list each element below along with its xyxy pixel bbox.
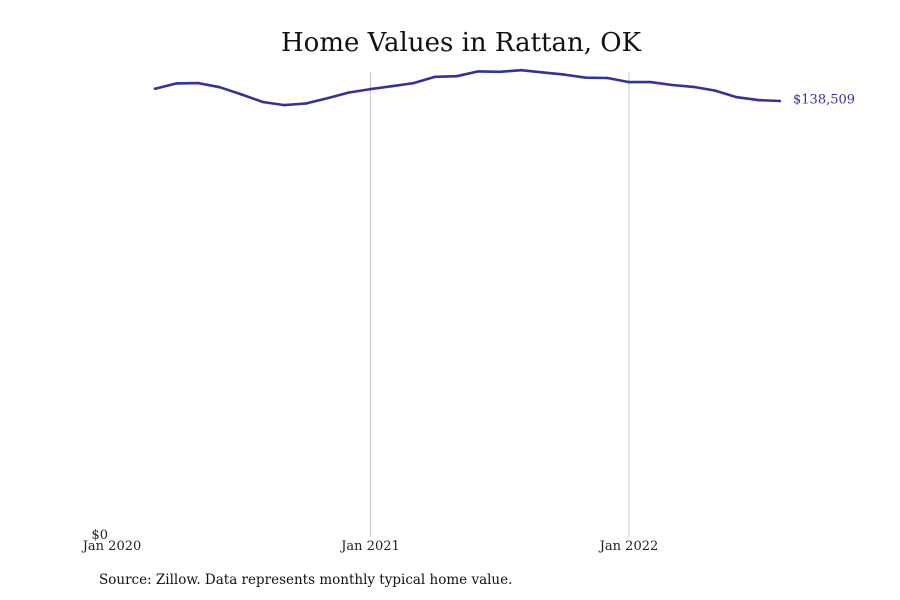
data-point bbox=[606, 76, 609, 80]
data-point bbox=[649, 80, 652, 84]
data-point bbox=[153, 87, 157, 90]
data-point bbox=[735, 95, 738, 99]
data-point bbox=[390, 84, 394, 88]
data-point bbox=[541, 71, 545, 74]
series-line bbox=[153, 68, 782, 107]
data-point bbox=[455, 74, 459, 78]
data-point bbox=[175, 82, 178, 85]
data-point bbox=[261, 100, 265, 104]
data-point bbox=[433, 75, 437, 79]
data-point bbox=[563, 73, 566, 76]
end-value-label: $138,509 bbox=[793, 93, 855, 108]
data-point bbox=[369, 87, 372, 91]
data-point bbox=[347, 91, 351, 94]
x-tick-label: Jan 2022 bbox=[598, 539, 659, 554]
series-layer: $138,509 bbox=[153, 68, 855, 108]
data-point bbox=[713, 89, 717, 92]
data-point bbox=[412, 81, 415, 85]
x-tick-label: Jan 2021 bbox=[339, 539, 400, 554]
data-point bbox=[627, 80, 631, 84]
data-point bbox=[757, 98, 760, 102]
data-point bbox=[196, 81, 200, 85]
chart-title: Home Values in Rattan, OK bbox=[281, 28, 642, 58]
data-point bbox=[326, 96, 329, 100]
y-tick-label: $0 bbox=[91, 528, 108, 543]
data-point bbox=[584, 76, 588, 79]
x-tick-label: Jan 2020 bbox=[81, 539, 142, 554]
data-point bbox=[283, 103, 286, 107]
source-note: Source: Zillow. Data represents monthly … bbox=[99, 572, 513, 588]
data-point bbox=[498, 70, 502, 74]
data-point bbox=[304, 102, 308, 105]
data-point bbox=[520, 68, 523, 72]
data-point bbox=[240, 93, 243, 96]
data-point bbox=[692, 85, 695, 89]
axis-ticks: Jan 2020 Jan 2021 Jan 2022 $0 bbox=[81, 528, 659, 554]
data-point bbox=[476, 70, 480, 73]
data-point bbox=[670, 83, 674, 87]
data-point bbox=[218, 85, 221, 89]
gridlines bbox=[370, 72, 630, 537]
data-point bbox=[778, 99, 782, 103]
